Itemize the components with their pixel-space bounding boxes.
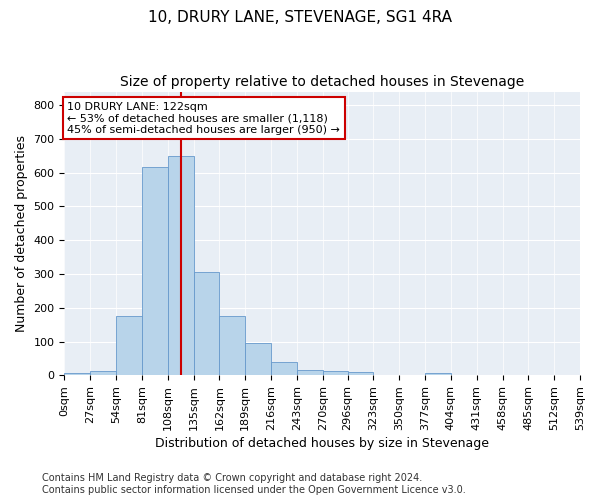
Bar [194,272,220,376]
Text: Contains HM Land Registry data © Crown copyright and database right 2024.
Contai: Contains HM Land Registry data © Crown c… [42,474,466,495]
Bar [64,372,90,376]
Bar [323,372,347,376]
Bar [90,371,116,376]
Bar [245,342,271,376]
Text: 10 DRURY LANE: 122sqm
← 53% of detached houses are smaller (1,118)
45% of semi-d: 10 DRURY LANE: 122sqm ← 53% of detached … [67,102,340,135]
Y-axis label: Number of detached properties: Number of detached properties [15,135,28,332]
Title: Size of property relative to detached houses in Stevenage: Size of property relative to detached ho… [120,75,524,89]
Bar [271,362,297,376]
Bar [425,372,451,376]
Bar [116,316,142,376]
X-axis label: Distribution of detached houses by size in Stevenage: Distribution of detached houses by size … [155,437,489,450]
Bar [297,370,323,376]
Bar [347,372,373,376]
Bar [142,167,168,376]
Text: 10, DRURY LANE, STEVENAGE, SG1 4RA: 10, DRURY LANE, STEVENAGE, SG1 4RA [148,10,452,25]
Bar [168,156,194,376]
Bar [220,316,245,376]
